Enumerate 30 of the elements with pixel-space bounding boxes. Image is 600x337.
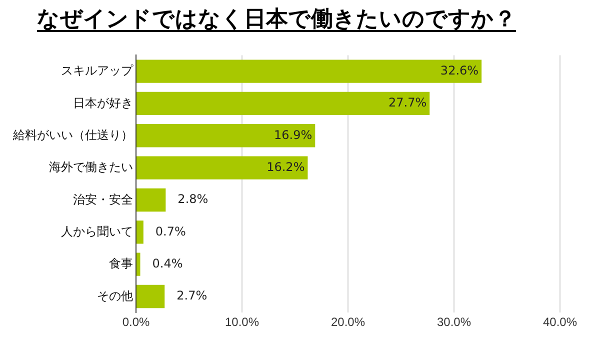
data-label: 27.7% (388, 96, 427, 110)
x-tick-label: 40.0% (542, 315, 578, 330)
y-tick-label: その他 (97, 288, 133, 303)
bar (136, 60, 482, 83)
y-tick-label: 海外で働きたい (49, 160, 133, 174)
y-tick-label: 治安・安全 (73, 192, 133, 206)
x-tick-label: 10.0% (224, 315, 260, 330)
bar (136, 156, 308, 180)
x-tick-label: 0.0% (122, 315, 150, 330)
y-tick-label: スキルアップ (61, 64, 134, 78)
data-label: 0.7% (155, 224, 186, 238)
data-label: 2.7% (176, 288, 208, 303)
bar (136, 220, 144, 244)
y-tick-label: 食事 (109, 256, 133, 271)
bar (136, 92, 430, 116)
bar (136, 284, 165, 308)
bar (136, 124, 316, 148)
bar (136, 252, 140, 276)
data-label: 16.9% (274, 128, 312, 142)
data-label: 2.8% (178, 192, 208, 206)
data-label: 16.2% (266, 160, 305, 174)
data-label: 32.6% (440, 63, 479, 78)
y-tick-label: 人から聞いて (61, 224, 133, 238)
x-tick-label: 30.0% (436, 315, 472, 330)
y-tick-label: 日本が好き (73, 96, 133, 110)
x-tick-label: 20.0% (330, 315, 366, 330)
y-tick-label: 給料がいい（仕送り） (12, 128, 133, 142)
chart-title: なぜインドではなく日本で働きたいのですか？ (37, 6, 516, 34)
data-label: 0.4% (152, 256, 183, 270)
bar (136, 188, 166, 212)
